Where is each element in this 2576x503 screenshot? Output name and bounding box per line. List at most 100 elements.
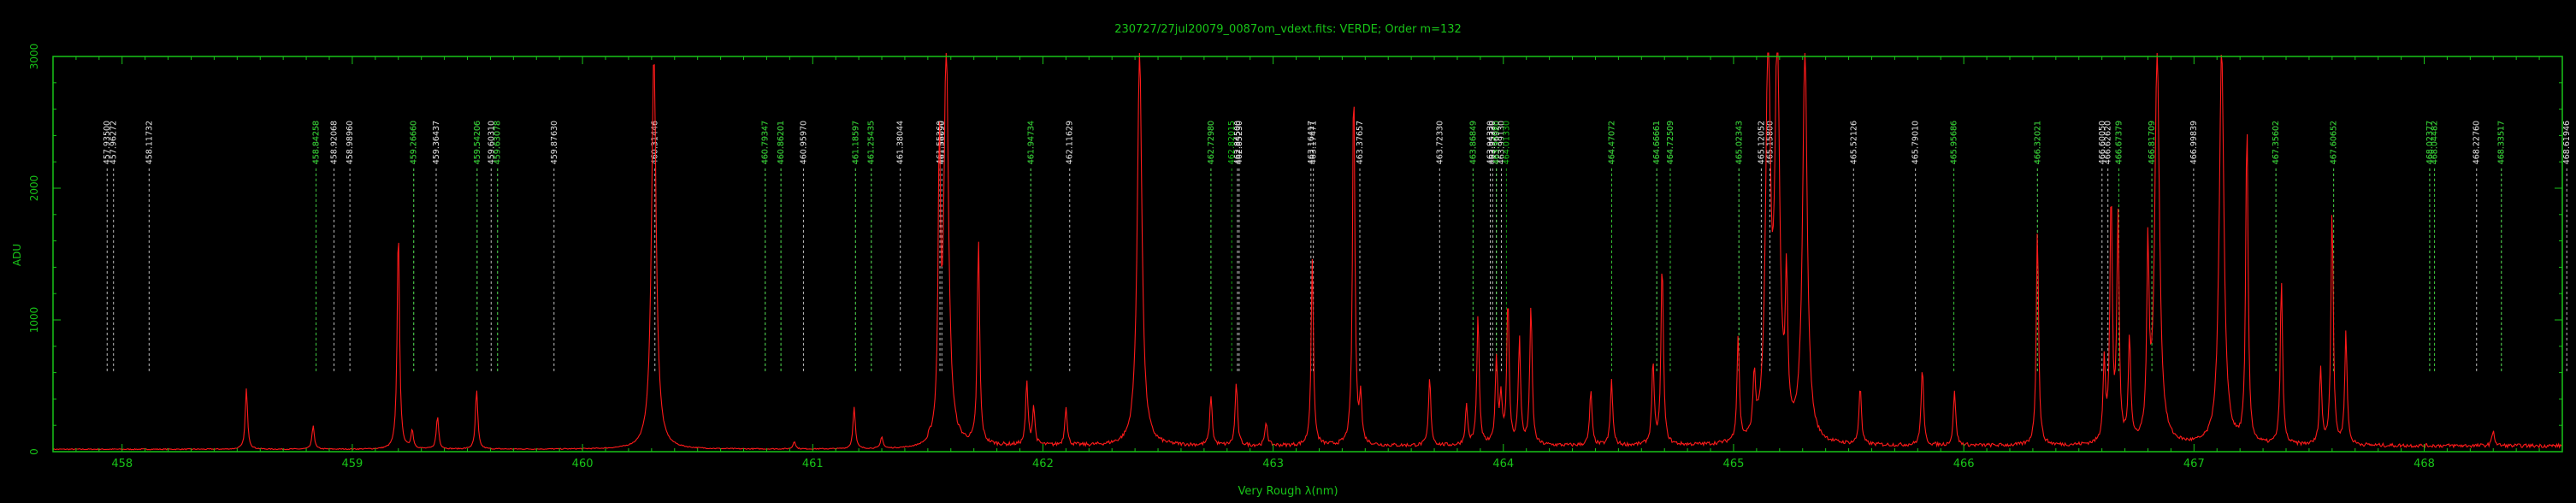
x-tick-label: 459: [342, 458, 363, 470]
line-id-label: 457.96272: [109, 121, 119, 164]
line-id-label: 461.18597: [851, 121, 860, 164]
line-id-label: 463.72330: [1435, 121, 1445, 164]
x-tick-label: 460: [572, 458, 594, 470]
line-id-label: 461.38044: [896, 121, 906, 164]
y-axis: 0 1000 2000 3000: [28, 44, 2562, 455]
line-id-label: 460.95970: [799, 121, 808, 164]
line-id-label: 457.93500: [103, 121, 112, 164]
y-axis-label: ADU: [11, 244, 23, 266]
line-id-label: 461.25435: [867, 121, 877, 164]
line-id-label: 465.12052: [1757, 121, 1766, 164]
line-id-label: 462.72980: [1207, 121, 1216, 164]
line-id-label: 464.01330: [1502, 121, 1511, 164]
line-id-label: 464.72509: [1666, 121, 1675, 164]
line-id-label: 466.67379: [2115, 121, 2124, 164]
x-axis-label: Very Rough λ(nm): [1238, 485, 1338, 498]
line-id-label: 459.26660: [410, 121, 419, 164]
line-id-label: 467.60652: [2330, 121, 2339, 164]
x-axis: 458 459 460 461 462 463 464 465 466 467 468: [52, 56, 2563, 470]
line-id-label: 459.63078: [493, 121, 503, 164]
line-id-label: 466.81709: [2148, 121, 2157, 164]
line-id-label: 463.86849: [1468, 121, 1478, 164]
line-id-label: 466.62620: [2104, 121, 2113, 164]
line-id-label: 461.18597: [851, 121, 860, 164]
line-id-label: 468.04482: [2431, 121, 2440, 164]
line-id-label: 468.02377: [2425, 121, 2435, 164]
line-id-label: 463.95330: [1488, 121, 1498, 164]
line-id-label: 465.02343: [1734, 121, 1744, 164]
chart-title: 230727/27jul20079_0087om_vdext.fits: VER…: [1114, 23, 1462, 36]
line-id-label: 462.84500: [1233, 121, 1243, 164]
x-tick-label: 461: [802, 458, 824, 470]
line-id-label: 458.84258: [312, 121, 322, 164]
spectrum-series-line: [52, 52, 2563, 451]
line-id-label: 463.17471: [1309, 121, 1319, 164]
line-id-label: 458.92068: [330, 121, 340, 164]
plot-frame: [52, 56, 2563, 453]
line-id-label: 459.63078: [493, 121, 503, 164]
line-id-label: 468.33517: [2497, 121, 2507, 164]
line-id-label: 465.02343: [1734, 121, 1744, 164]
line-id-label: 459.87630: [550, 121, 559, 164]
line-id-label: 460.79347: [761, 121, 771, 164]
line-id-label: 463.86849: [1468, 121, 1478, 164]
y-tick-label: 0: [28, 448, 40, 455]
line-id-label: 468.02377: [2425, 121, 2435, 164]
line-id-label: 468.33517: [2497, 121, 2507, 164]
x-tick-label: 466: [1953, 458, 1975, 470]
line-id-label: 462.85230: [1235, 121, 1244, 164]
line-id-label: 462.11629: [1066, 121, 1075, 164]
line-id-label: 465.95686: [1950, 121, 1959, 164]
line-id-label: 461.56090: [937, 121, 947, 164]
line-id-label: 458.84258: [312, 121, 322, 164]
line-id-label: 467.35602: [2272, 121, 2281, 164]
line-id-label: 466.81709: [2148, 121, 2157, 164]
line-id-label: 465.79010: [1911, 121, 1921, 164]
line-id-label: 468.61946: [2562, 121, 2572, 164]
line-id-label: 460.86201: [777, 121, 786, 164]
line-id-label: 461.55260: [936, 121, 945, 164]
line-id-label: 466.32021: [2033, 121, 2042, 164]
x-tick-label: 465: [1723, 458, 1745, 470]
line-id-label: 465.95686: [1950, 121, 1959, 164]
line-id-label: 462.72980: [1207, 121, 1216, 164]
line-id-label: 463.99130: [1497, 121, 1506, 164]
line-id-label: 463.16417: [1307, 121, 1316, 164]
x-tick-label: 458: [111, 458, 133, 470]
x-tick-label: 467: [2183, 458, 2205, 470]
x-tick-label: 463: [1262, 458, 1284, 470]
line-id-label: 459.60310: [487, 121, 496, 164]
y-tick-label: 3000: [28, 44, 40, 70]
y-tick-label: 1000: [28, 307, 40, 334]
line-id-label: 459.54206: [473, 121, 482, 164]
line-id-label: 461.94734: [1026, 121, 1036, 164]
line-id-label: 463.37657: [1356, 121, 1365, 164]
line-id-label: 459.26660: [410, 121, 419, 164]
line-id-label: 464.47072: [1608, 121, 1617, 164]
line-id-label: 464.72509: [1666, 121, 1675, 164]
line-id-label: 467.60652: [2330, 121, 2339, 164]
x-tick-label: 468: [2414, 458, 2435, 470]
line-id-label: 463.97080: [1492, 121, 1502, 164]
line-id-label: 466.67379: [2115, 121, 2124, 164]
y-tick-label: 2000: [28, 175, 40, 202]
line-id-label: 460.86201: [777, 121, 786, 164]
line-id-label: 464.66661: [1652, 121, 1662, 164]
line-id-label: 467.35602: [2272, 121, 2281, 164]
line-id-label: 464.66661: [1652, 121, 1662, 164]
x-tick-label: 462: [1032, 458, 1054, 470]
line-id-label: 466.99839: [2189, 121, 2199, 164]
line-id-label: 466.32021: [2033, 121, 2042, 164]
line-id-label: 460.79347: [761, 121, 771, 164]
line-id-label: 464.47072: [1608, 121, 1617, 164]
line-id-label: 458.11732: [145, 121, 154, 164]
line-id-label: 463.96920: [1492, 121, 1502, 164]
line-id-label: 466.60050: [2098, 121, 2107, 164]
line-id-label: 465.52126: [1849, 121, 1858, 164]
line-id-label: 462.82015: [1227, 121, 1237, 164]
line-id-label: 459.54206: [473, 121, 482, 164]
line-id-label: 463.94330: [1486, 121, 1496, 164]
line-id-label: 459.36437: [432, 121, 441, 164]
